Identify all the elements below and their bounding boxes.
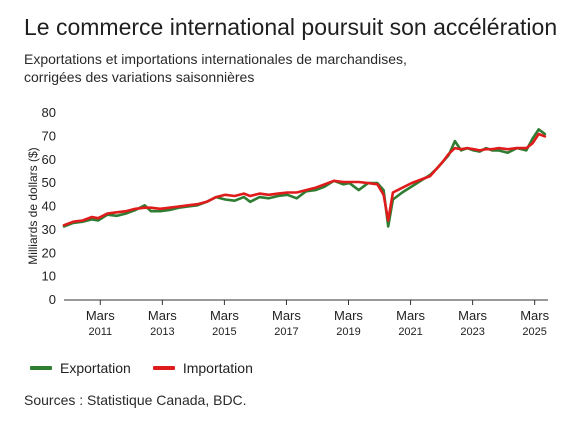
- chart-subtitle: Exportations et importations internation…: [24, 50, 554, 86]
- y-tick-label: 0: [49, 292, 56, 307]
- x-tick-year: 2011: [88, 326, 112, 338]
- legend: Exportation Importation: [30, 360, 253, 376]
- legend-label-importation: Importation: [182, 360, 253, 376]
- y-tick-label: 70: [42, 128, 56, 143]
- x-axis: Mars 2011 Mars 2013 Mars 2015 Mars 2017 Mars 2019…: [64, 299, 550, 338]
- x-tick-label: Mars: [458, 308, 487, 323]
- series-line-exportation: [62, 128, 547, 228]
- x-tick-label: Mars: [272, 308, 301, 323]
- series-lines: [62, 128, 547, 228]
- legend-swatch-importation: [152, 366, 175, 370]
- y-tick-label: 10: [42, 269, 56, 284]
- x-tick-year: 2013: [150, 326, 174, 338]
- y-tick-label: 60: [42, 152, 56, 167]
- chart-title: Le commerce international poursuit son a…: [24, 14, 558, 40]
- y-axis: 0 10 20 30 40 50 60 70 80: [42, 105, 56, 307]
- chart-subtitle-line-2: corrigées des variations saisonnières: [24, 69, 255, 85]
- legend-item-importation: Importation: [152, 360, 253, 376]
- x-tick-label: Mars: [520, 308, 549, 323]
- y-tick-label: 20: [42, 245, 56, 260]
- legend-item-exportation: Exportation: [30, 360, 131, 376]
- series-line-importation: [62, 132, 547, 227]
- x-tick-year: 2015: [212, 326, 236, 338]
- x-tick-year: 2023: [460, 326, 484, 338]
- source-note: Sources : Statistique Canada, BDC.: [24, 392, 247, 408]
- x-tick-year: 2025: [522, 326, 546, 338]
- x-tick-label: Mars: [334, 308, 363, 323]
- x-tick-label: Mars: [210, 308, 239, 323]
- x-tick-label: Mars: [396, 308, 425, 323]
- x-tick-label: Mars: [86, 308, 115, 323]
- y-tick-label: 80: [42, 105, 56, 120]
- y-tick-label: 30: [42, 222, 56, 237]
- x-tick-year: 2019: [336, 326, 360, 338]
- y-axis-label: Milliards de dollars ($): [26, 147, 40, 264]
- y-tick-label: 50: [42, 175, 56, 190]
- legend-swatch-exportation: [30, 366, 52, 370]
- x-tick-year: 2021: [398, 326, 422, 338]
- legend-label-exportation: Exportation: [60, 360, 131, 376]
- x-tick-year: 2017: [274, 326, 298, 338]
- chart-subtitle-line-1: Exportations et importations internation…: [24, 51, 407, 67]
- x-tick-label: Mars: [148, 308, 177, 323]
- y-tick-label: 40: [42, 199, 56, 214]
